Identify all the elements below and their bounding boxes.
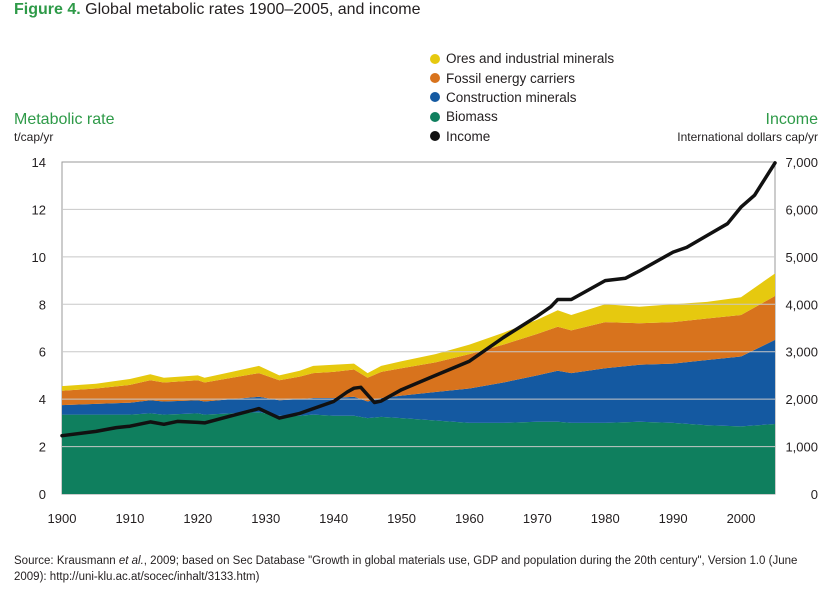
legend-label-ores: Ores and industrial minerals (446, 51, 615, 67)
x-tick-label: 1940 (319, 511, 348, 526)
x-tick-label: 1910 (115, 511, 144, 526)
legend-item-biomass: Biomass (430, 107, 614, 126)
x-tick-label: 1930 (251, 511, 280, 526)
legend-label-fossil: Fossil energy carriers (446, 70, 576, 86)
area-biomass (62, 412, 775, 494)
x-tick-label: 1980 (591, 511, 620, 526)
source-prefix: Source: Krausmann (14, 555, 119, 567)
y-tick-label: 10 (32, 250, 46, 265)
legend-dot-fossil (430, 73, 440, 84)
y2-tick-label: 0 (811, 487, 818, 502)
right-axis-unit: International dollars cap/yr (677, 130, 818, 144)
source-etal: et al. (118, 555, 144, 567)
area-fossil-energy-carriers (62, 296, 775, 406)
y-tick-label: 12 (32, 202, 46, 217)
legend-label-biomass: Biomass (446, 109, 498, 125)
y-tick-label: 0 (39, 487, 46, 502)
x-tick-label: 1900 (48, 511, 77, 526)
x-tick-label: 1950 (387, 511, 416, 526)
legend-dot-biomass (430, 111, 440, 122)
x-tick-label: 2000 (727, 511, 756, 526)
right-axis-title: Income (765, 111, 818, 128)
legend-dot-construction (430, 92, 440, 103)
area-ores-and-industrial-minerals (62, 273, 775, 391)
source-note: Source: Krausmann et al., 2009; based on… (14, 553, 814, 585)
legend: Ores and industrial minerals Fossil ener… (430, 49, 614, 146)
y2-tick-label: 2,000 (785, 392, 818, 407)
y-tick-label: 8 (39, 297, 46, 312)
chart-area: 0 2 4 6 8 10 12 14 0 1,000 2,000 3,000 4,000 5,000 6,0… (32, 155, 818, 526)
figure-label: Figure 4. (14, 1, 81, 18)
legend-item-construction: Construction minerals (430, 88, 614, 107)
x-tick-label: 1970 (523, 511, 552, 526)
figure-title: Global metabolic rates 1900–2005, and in… (85, 1, 421, 18)
legend-label-income: Income (446, 128, 491, 144)
left-axis-unit: t/cap/yr (14, 130, 54, 144)
y2-tick-label: 1,000 (785, 440, 818, 455)
x-tick-label: 1920 (183, 511, 212, 526)
y2-tick-label: 6,000 (785, 202, 818, 217)
legend-item-ores: Ores and industrial minerals (430, 49, 614, 68)
y-tick-label: 6 (39, 345, 46, 360)
left-axis-title: Metabolic rate (14, 111, 115, 128)
x-tick-label: 1960 (455, 511, 484, 526)
y-tick-label: 4 (39, 392, 46, 407)
y2-tick-label: 5,000 (785, 250, 818, 265)
source-rest: , 2009; based on Sec Database "Growth in… (14, 555, 798, 583)
area-construction-minerals (62, 339, 775, 427)
x-tick-label: 1990 (659, 511, 688, 526)
y2-tick-label: 4,000 (785, 297, 818, 312)
legend-item-fossil: Fossil energy carriers (430, 68, 614, 87)
legend-dot-income (430, 131, 440, 142)
y2-tick-label: 7,000 (785, 155, 818, 170)
legend-label-construction: Construction minerals (446, 89, 577, 105)
chart-title: Figure 4. Global metabolic rates 1900–20… (14, 1, 420, 19)
y-tick-label: 14 (32, 155, 46, 170)
income-line (60, 161, 777, 438)
legend-item-income: Income (430, 127, 614, 146)
y2-tick-label: 3,000 (785, 345, 818, 360)
legend-dot-ores (430, 53, 440, 64)
y-tick-label: 2 (39, 440, 46, 455)
